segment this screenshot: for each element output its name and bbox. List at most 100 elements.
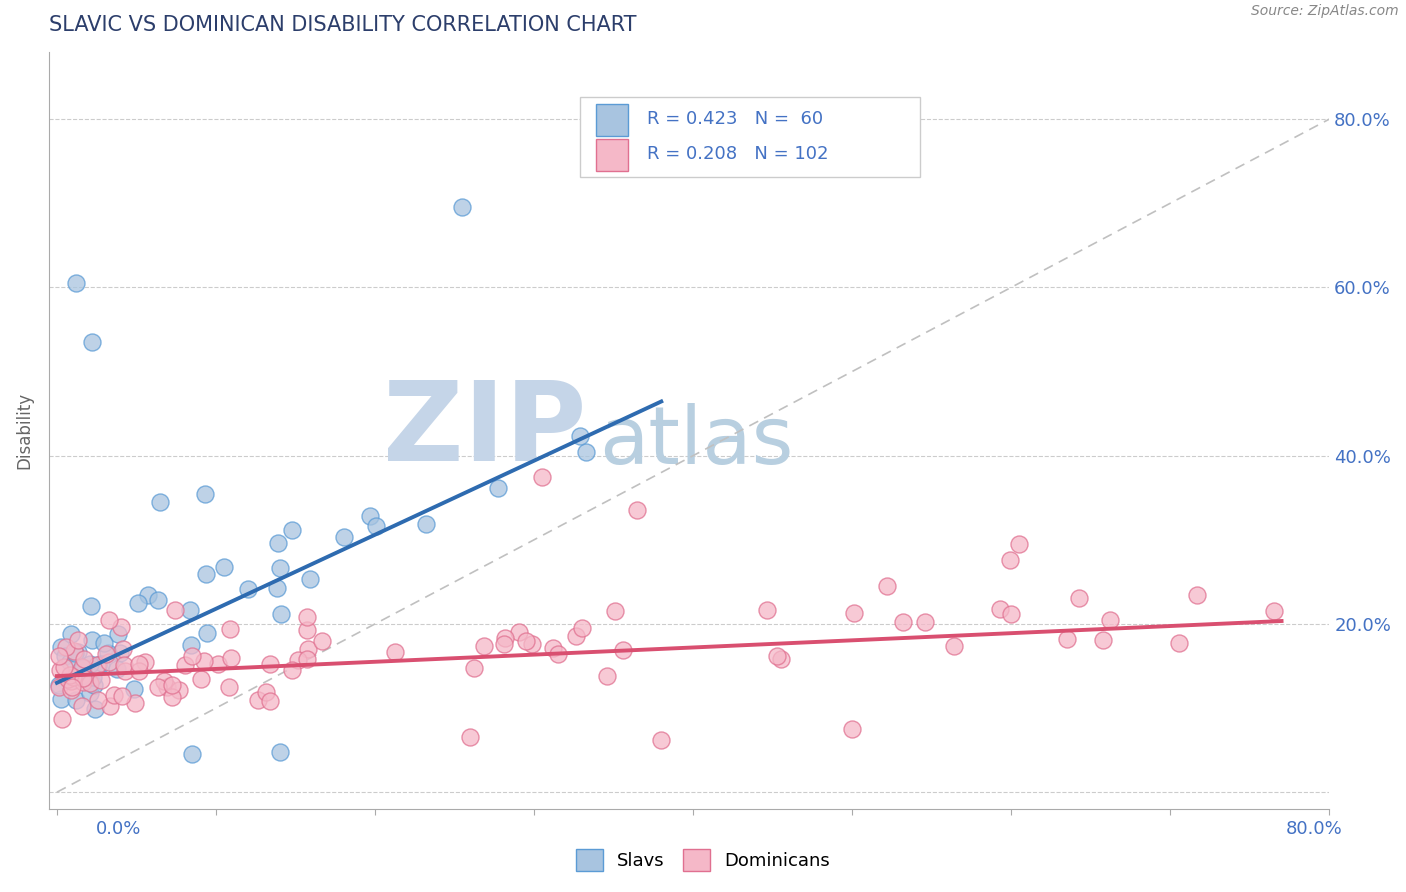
Point: [84, 702, 107, 716]
Text: R = 0.208   N = 102: R = 0.208 N = 102: [647, 145, 828, 163]
Point: [1069, 591, 1091, 605]
Point: [179, 603, 201, 617]
Point: [194, 486, 217, 500]
Point: [297, 610, 319, 624]
Point: [89, 673, 111, 688]
Point: [148, 593, 170, 607]
Point: [460, 731, 482, 745]
Point: [63, 673, 86, 687]
Point: [127, 596, 149, 610]
Point: [472, 640, 495, 654]
Point: [79, 675, 101, 690]
Point: [1000, 607, 1022, 622]
Point: [359, 509, 381, 524]
Point: [541, 640, 564, 655]
Point: [755, 602, 778, 616]
Point: [49, 692, 72, 706]
Point: [259, 657, 281, 671]
FancyBboxPatch shape: [581, 97, 920, 177]
Point: [193, 653, 215, 667]
Point: [463, 661, 485, 675]
Point: [494, 637, 516, 651]
Point: [72, 669, 94, 683]
Point: [53, 660, 76, 674]
Point: [1187, 588, 1209, 602]
Point: [766, 648, 789, 663]
Point: [508, 624, 530, 639]
Text: atlas: atlas: [599, 403, 794, 481]
Point: [254, 685, 277, 699]
Text: ZIP: ZIP: [384, 377, 586, 484]
Point: [841, 722, 863, 736]
Point: [70, 699, 93, 714]
Text: Source: ZipAtlas.com: Source: ZipAtlas.com: [1251, 4, 1399, 19]
Point: [48, 678, 70, 692]
Point: [333, 530, 356, 544]
Point: [62, 670, 84, 684]
Point: [486, 481, 509, 495]
Point: [60, 674, 83, 689]
Legend: Slavs, Dominicans: Slavs, Dominicans: [568, 842, 838, 879]
Point: [575, 445, 598, 459]
Point: [451, 201, 474, 215]
Point: [59, 673, 82, 688]
Point: [180, 638, 202, 652]
Point: [49, 640, 72, 654]
Point: [167, 682, 190, 697]
Point: [94, 647, 117, 661]
Point: [218, 680, 240, 694]
Point: [111, 642, 134, 657]
Point: [295, 652, 318, 666]
Point: [65, 693, 87, 707]
Point: [165, 603, 187, 617]
Point: [79, 657, 101, 671]
Point: [267, 536, 290, 550]
Point: [269, 745, 291, 759]
Point: [122, 681, 145, 696]
Point: [51, 712, 73, 726]
Point: [146, 681, 169, 695]
Point: [1091, 633, 1114, 648]
Point: [79, 686, 101, 700]
Point: [149, 495, 172, 509]
Point: [914, 615, 936, 629]
Point: [520, 637, 543, 651]
Point: [281, 523, 304, 537]
Point: [107, 627, 129, 641]
Point: [156, 681, 179, 695]
Point: [287, 653, 309, 667]
Point: [568, 429, 591, 443]
Point: [60, 680, 83, 694]
Point: [87, 692, 110, 706]
Point: [494, 632, 516, 646]
Point: [83, 678, 105, 692]
Point: [190, 672, 212, 686]
Point: [270, 607, 292, 622]
Point: [565, 629, 588, 643]
Text: SLAVIC VS DOMINICAN DISABILITY CORRELATION CHART: SLAVIC VS DOMINICAN DISABILITY CORRELATI…: [49, 15, 637, 35]
Point: [547, 647, 569, 661]
Point: [180, 649, 202, 664]
Point: [80, 633, 103, 648]
Point: [152, 673, 174, 688]
Point: [1263, 604, 1285, 618]
Point: [571, 621, 593, 635]
Point: [49, 663, 72, 677]
Point: [48, 648, 70, 663]
Point: [596, 669, 619, 683]
Point: [56, 673, 79, 687]
Point: [530, 469, 553, 483]
Point: [876, 579, 898, 593]
Point: [626, 503, 648, 517]
Point: [1056, 632, 1078, 646]
Point: [415, 517, 437, 532]
Point: [988, 602, 1011, 616]
Point: [48, 680, 70, 694]
Point: [114, 664, 136, 678]
Point: [238, 582, 260, 596]
Point: [97, 646, 120, 660]
Point: [295, 624, 318, 638]
Point: [1008, 537, 1031, 551]
Point: [66, 645, 89, 659]
Point: [1168, 636, 1191, 650]
